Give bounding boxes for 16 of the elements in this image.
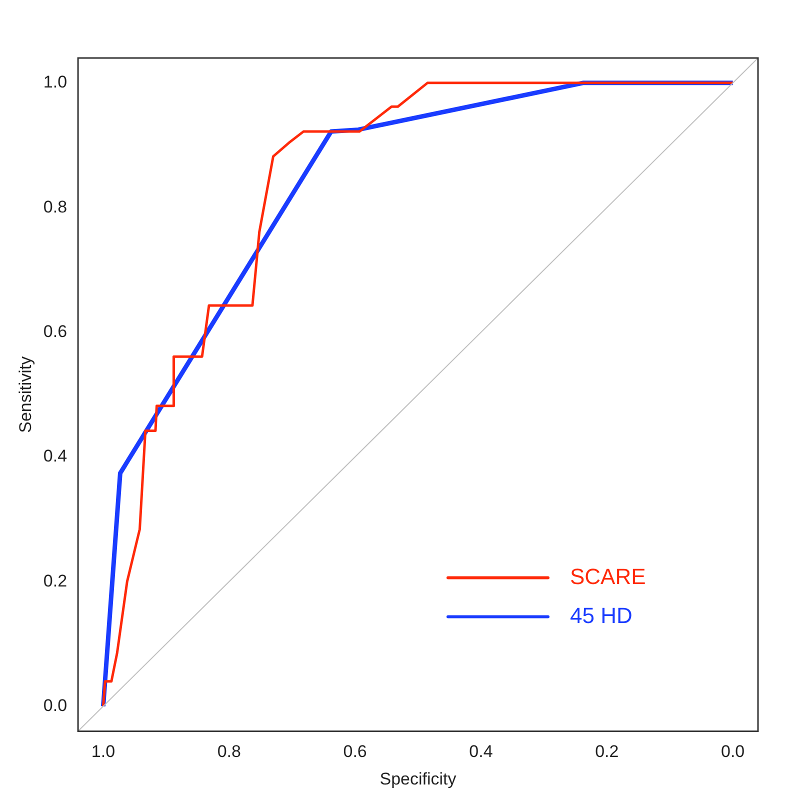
x-tick-label: 0.4 [469,742,493,762]
x-tick-label: 1.0 [91,742,116,762]
y-tick-label: 0.2 [43,571,68,590]
x-tick-label: 0.2 [595,742,619,762]
legend-label: 45 HD [570,602,632,628]
y-tick-label: 0.6 [43,322,68,341]
y-tick-label: 0.8 [43,197,68,216]
legend-label: SCARE [570,564,646,589]
x-tick-label: 0.8 [217,742,241,762]
y-tick-label: 0.0 [43,696,68,715]
y-tick-label: 0.4 [43,446,68,466]
x-axis-title: Specificity [380,769,457,788]
x-tick-label: 0.0 [720,742,745,762]
y-axis-title: Sensitivity [16,356,35,433]
y-tick-label: 1.0 [43,72,68,92]
x-tick-label: 0.6 [343,742,367,762]
